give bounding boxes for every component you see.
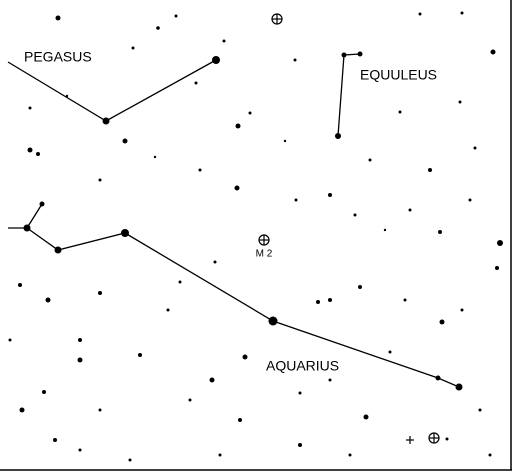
stars bbox=[8, 11, 503, 462]
star bbox=[403, 298, 407, 302]
star bbox=[335, 133, 341, 139]
star bbox=[435, 375, 441, 381]
star bbox=[460, 308, 464, 312]
star bbox=[363, 414, 369, 420]
constellation-label: EQUULEUS bbox=[360, 67, 437, 83]
star bbox=[238, 418, 242, 422]
star bbox=[298, 391, 302, 395]
star bbox=[65, 94, 69, 98]
star bbox=[408, 208, 412, 212]
star bbox=[298, 443, 302, 447]
star bbox=[55, 15, 61, 21]
star bbox=[188, 398, 192, 402]
star bbox=[27, 147, 33, 153]
star bbox=[490, 49, 496, 55]
star bbox=[209, 377, 215, 383]
star bbox=[283, 139, 287, 143]
star bbox=[78, 338, 82, 342]
star bbox=[53, 438, 57, 442]
star bbox=[121, 229, 129, 237]
constellation-label: PEGASUS bbox=[24, 49, 92, 65]
star bbox=[122, 138, 128, 144]
star bbox=[294, 198, 298, 202]
star bbox=[353, 213, 357, 217]
deep-sky-markers bbox=[258, 13, 440, 444]
star bbox=[178, 280, 182, 284]
star bbox=[348, 453, 352, 457]
star bbox=[98, 408, 102, 412]
star bbox=[328, 378, 332, 382]
star bbox=[198, 168, 202, 172]
star bbox=[138, 353, 142, 357]
star bbox=[358, 285, 362, 289]
star bbox=[398, 110, 402, 114]
star bbox=[455, 383, 463, 391]
star bbox=[428, 168, 432, 172]
star bbox=[45, 297, 51, 303]
star bbox=[328, 298, 332, 302]
star bbox=[293, 58, 297, 62]
star bbox=[23, 224, 31, 232]
star bbox=[497, 240, 503, 246]
constellation-label: AQUARIUS bbox=[266, 358, 339, 374]
star bbox=[468, 198, 472, 202]
star bbox=[102, 117, 110, 125]
object-label: M 2 bbox=[256, 249, 273, 260]
star bbox=[153, 155, 157, 159]
star bbox=[488, 453, 492, 457]
star bbox=[478, 408, 482, 412]
star bbox=[77, 357, 83, 363]
star bbox=[248, 111, 252, 115]
star bbox=[473, 146, 477, 150]
star bbox=[328, 193, 332, 197]
star bbox=[218, 453, 222, 457]
star bbox=[98, 291, 102, 295]
star bbox=[445, 437, 449, 441]
star bbox=[98, 178, 102, 182]
star bbox=[235, 123, 241, 129]
star bbox=[368, 158, 372, 162]
star bbox=[39, 201, 45, 207]
star bbox=[28, 106, 32, 110]
star bbox=[18, 283, 22, 287]
star bbox=[234, 185, 240, 191]
star bbox=[156, 26, 160, 30]
star bbox=[212, 56, 220, 64]
star bbox=[166, 308, 170, 312]
star bbox=[54, 246, 62, 254]
star bbox=[388, 350, 392, 354]
star bbox=[174, 14, 178, 18]
star bbox=[242, 354, 248, 360]
star bbox=[495, 266, 499, 270]
star bbox=[439, 319, 445, 325]
star bbox=[78, 448, 82, 452]
star bbox=[438, 230, 442, 234]
star bbox=[268, 316, 278, 326]
star bbox=[418, 12, 422, 16]
star bbox=[341, 52, 347, 58]
star bbox=[383, 228, 387, 232]
star bbox=[131, 46, 135, 50]
star bbox=[213, 260, 217, 264]
star bbox=[458, 100, 462, 104]
star bbox=[128, 458, 132, 462]
star bbox=[36, 152, 40, 156]
star bbox=[222, 39, 226, 43]
star bbox=[42, 390, 46, 394]
star bbox=[357, 51, 363, 57]
star bbox=[194, 81, 198, 85]
star bbox=[460, 11, 464, 15]
star bbox=[19, 407, 25, 413]
star bbox=[8, 338, 12, 342]
star bbox=[316, 300, 320, 304]
